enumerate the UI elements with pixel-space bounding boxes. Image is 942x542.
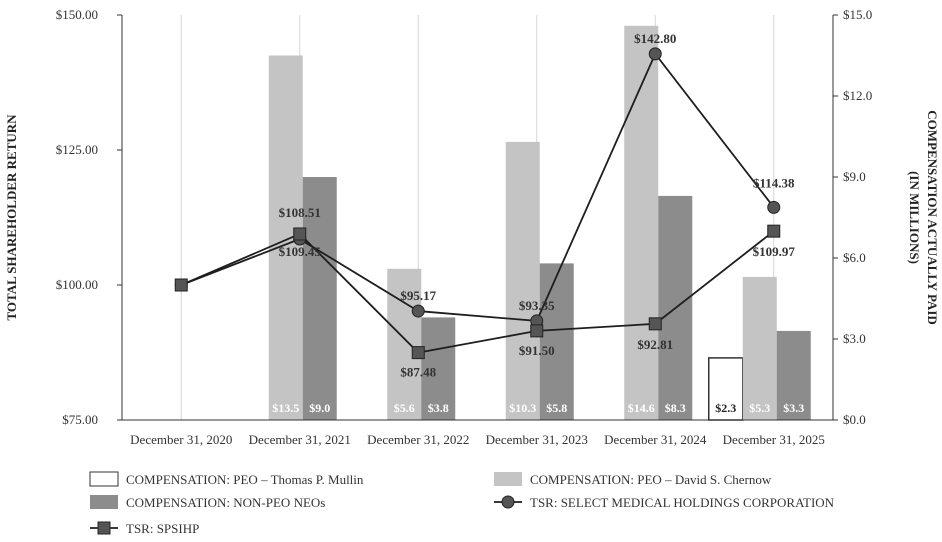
- legend-label: COMPENSATION: NON-PEO NEOs: [126, 495, 325, 510]
- bar: [742, 276, 777, 420]
- line-point: [767, 224, 781, 238]
- legend-marker: [97, 521, 111, 535]
- bar: [302, 177, 337, 420]
- bar: [539, 263, 574, 420]
- right-tick-label: $0.0: [843, 412, 866, 427]
- x-tick-label: December 31, 2020: [130, 432, 232, 447]
- x-tick-label: December 31, 2025: [723, 432, 825, 447]
- line-point: [767, 200, 781, 214]
- bar: [624, 25, 659, 421]
- legend-swatch: [494, 472, 522, 486]
- left-tick-label: $100.00: [56, 277, 98, 292]
- left-axis-title: TOTAL SHAREHOLDER RETURN: [4, 114, 19, 321]
- legend-marker: [501, 495, 515, 509]
- x-tick-label: December 31, 2024: [604, 432, 707, 447]
- line-point: [648, 317, 662, 331]
- bar-label: $13.5: [272, 401, 299, 415]
- line-label: $87.48: [400, 365, 436, 380]
- bar-label: $10.3: [509, 401, 536, 415]
- bar-label: $14.6: [628, 401, 655, 415]
- bar: [776, 330, 811, 420]
- bar-label: $2.3: [715, 401, 736, 415]
- axes: $75.00 $100.00 $125.00 $150.00 $0.0 $3.0 $6.0 $…: [4, 7, 940, 447]
- series-line: [180, 52, 775, 322]
- right-tick-label: $9.0: [843, 169, 866, 184]
- right-axis-subtitle: (IN MILLIONS): [907, 171, 922, 264]
- legend-label: TSR: SELECT MEDICAL HOLDINGS CORPORATION: [530, 495, 835, 510]
- left-tick-label: $75.00: [62, 412, 98, 427]
- bar-label: $5.6: [394, 401, 415, 415]
- left-tick-label: $125.00: [56, 142, 98, 157]
- right-tick-label: $15.0: [843, 7, 872, 22]
- legend-swatch: [90, 495, 118, 509]
- line-label: $108.51: [279, 205, 321, 220]
- bar-label: $5.8: [546, 401, 567, 415]
- bar-label: $5.3: [749, 401, 770, 415]
- bar: [505, 141, 540, 420]
- line-point: [174, 278, 188, 292]
- x-tick-label: December 31, 2021: [249, 432, 351, 447]
- bar: [421, 317, 456, 420]
- right-tick-label: $3.0: [843, 331, 866, 346]
- line-label: $109.45: [279, 244, 322, 259]
- legend-label: COMPENSATION: PEO – Thomas P. Mullin: [126, 472, 364, 487]
- line-point: [530, 324, 544, 338]
- right-tick-label: $6.0: [843, 250, 866, 265]
- x-tick-label: December 31, 2022: [367, 432, 469, 447]
- line-label: $114.38: [753, 175, 795, 190]
- right-axis-title: COMPENSATION ACTUALLY PAID: [925, 110, 940, 325]
- legend-label: TSR: SPSIHP: [126, 521, 199, 536]
- series-line: [180, 230, 775, 354]
- bar-label: $3.8: [428, 401, 449, 415]
- line-label: $92.81: [637, 337, 673, 352]
- bar-label: $9.0: [309, 401, 330, 415]
- line-label: $142.80: [634, 31, 676, 46]
- line-label: $109.97: [753, 244, 796, 259]
- legend: COMPENSATION: PEO – Thomas P. Mullin COMP…: [89, 471, 835, 536]
- bars: [268, 25, 811, 421]
- legend-label: COMPENSATION: PEO – David S. Chernow: [530, 472, 772, 487]
- line-point: [648, 47, 662, 61]
- data-labels: $2.3 $13.5 $5.6 $10.3 $14.6 $5.3 $9.0 $3.8 $5.8 $…: [272, 31, 804, 415]
- line-point: [293, 227, 307, 241]
- line-point: [411, 346, 425, 360]
- bar: [387, 268, 422, 420]
- bar-label: $3.3: [783, 401, 804, 415]
- right-tick-label: $12.0: [843, 88, 872, 103]
- line-label: $95.17: [400, 288, 436, 303]
- bar-label: $8.3: [665, 401, 686, 415]
- legend-swatch: [89, 471, 119, 487]
- left-tick-label: $150.00: [56, 7, 98, 22]
- lines: [174, 47, 781, 360]
- line-point: [411, 304, 425, 318]
- x-tick-label: December 31, 2023: [486, 432, 588, 447]
- line-label: $91.50: [519, 343, 555, 358]
- line-label: $93.35: [519, 298, 555, 313]
